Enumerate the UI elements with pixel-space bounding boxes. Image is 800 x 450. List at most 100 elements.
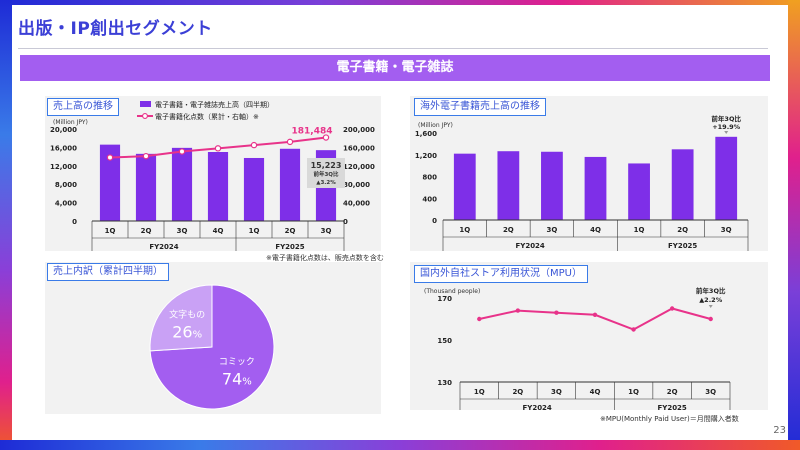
overseas-y-tick-label: 0 — [432, 217, 437, 225]
sales-y-tick-label: 8,000 — [55, 181, 77, 189]
sales-y-tick-label: 20,000 — [50, 126, 77, 134]
sales-unit-label: (Million JPY) — [53, 119, 88, 126]
page-number: 23 — [773, 425, 786, 436]
overseas-x-tick-label: 3Q — [547, 226, 558, 234]
sales-x-tick-label: 3Q — [177, 227, 188, 235]
sales-x-tick-label: 4Q — [213, 227, 224, 235]
page-title: 出版・IP創出セグメント — [18, 19, 213, 39]
overseas-group-label: FY2025 — [668, 242, 697, 250]
mpu-line-series — [479, 307, 711, 331]
sales-x-tick-label: 2Q — [285, 227, 296, 235]
overseas-unit-label: (Million JPY) — [418, 122, 453, 129]
sales-y-tick-label: 16,000 — [50, 144, 77, 152]
sales-group-label: FY2024 — [149, 243, 178, 251]
overseas-group-label: FY2024 — [515, 242, 544, 250]
overseas-chart: (Million JPY) 0 400 800 1,200 1,600 前年3Q比+19.9… — [415, 114, 749, 251]
overseas-bar — [541, 151, 563, 220]
sales-line-point — [178, 148, 186, 155]
overseas-x-tick-label: 1Q — [634, 226, 645, 234]
mpu-footnote: ※MPU(Monthly Paid User)＝月間購入者数 — [600, 415, 739, 423]
overseas-bar — [671, 149, 694, 220]
sales-x-tick-label: 1Q — [249, 227, 260, 235]
sales-chart: (Million JPY) 0 4,000 8,000 12,000 16,000 20,0… — [50, 100, 375, 251]
breakdown-panel-title: 売上内訳（累計四半期） — [47, 263, 169, 281]
sales-bar-last-label: 15,223 — [311, 161, 342, 170]
overseas-bar — [715, 136, 738, 220]
mpu-y-tick-label: 150 — [437, 337, 452, 345]
sales-bar — [135, 153, 157, 221]
overseas-x-tick-label: 1Q — [459, 226, 470, 234]
mpu-line-point — [554, 310, 559, 315]
overseas-y-tick-label: 1,200 — [415, 152, 437, 160]
sales-yoy-label: 前年3Q比 — [313, 170, 339, 178]
mpu-yoy-marker — [708, 305, 713, 308]
sales-y2-tick-label: 40,000 — [343, 200, 370, 208]
sales-bar — [207, 152, 229, 221]
sales-y-tick-label: 0 — [72, 218, 77, 226]
mpu-x-tick-label: 2Q — [512, 388, 523, 396]
overseas-bar — [453, 153, 476, 220]
sales-y2-tick-label: 120,000 — [343, 163, 375, 171]
sales-yoy-value: ▲3.2% — [316, 180, 336, 186]
pie-slice-value: 26% — [172, 323, 202, 342]
sales-line-point — [142, 152, 150, 160]
mpu-line-point — [477, 316, 482, 322]
breakdown-panel: コミック 74% 文字もの 26% — [45, 262, 381, 414]
sales-y2-tick-label: 80,000 — [343, 181, 370, 189]
sales-group-label: FY2025 — [275, 243, 304, 251]
bottom-frame — [0, 440, 800, 450]
mpu-yoy-label: 前年3Q比 — [696, 286, 726, 295]
sales-panel-title: 売上高の推移 — [47, 98, 119, 116]
mpu-unit-label: (Thousand people) — [424, 288, 480, 295]
sales-line-point — [322, 134, 330, 141]
sales-panel: (Million JPY) 0 4,000 8,000 12,000 16,000 20,0… — [45, 96, 381, 251]
sales-bar — [243, 157, 265, 221]
overseas-bar — [628, 163, 650, 220]
left-frame — [0, 0, 12, 450]
sales-bar — [171, 147, 193, 221]
mpu-x-tick-label: 4Q — [590, 388, 601, 396]
overseas-x-tick-label: 3Q — [721, 226, 732, 234]
sales-y-tick-label: 12,000 — [50, 163, 77, 171]
overseas-yoy-marker — [724, 131, 729, 134]
overseas-yoy-value: +19.9% — [712, 123, 740, 131]
sales-bar — [279, 148, 301, 221]
sales-line-point — [106, 154, 114, 161]
overseas-y-tick-label: 400 — [422, 195, 437, 203]
sales-bar — [99, 144, 121, 221]
overseas-panel: (Million JPY) 0 400 800 1,200 1,600 前年3Q比 +19.9… — [410, 96, 768, 251]
sales-y2-tick-label: 200,000 — [343, 126, 375, 134]
mpu-x-tick-label: 2Q — [667, 388, 678, 396]
pie-slice-value-number: 26 — [172, 323, 192, 342]
pie-slice-label: コミック — [219, 356, 255, 367]
mpu-line-point — [515, 308, 521, 313]
sales-legend-bar-label: 電子書籍・電子雑誌売上高（四半期） — [155, 100, 274, 109]
pie-slice-label: 文字もの — [169, 309, 205, 321]
section-banner: 電子書籍・電子雑誌 — [20, 55, 770, 81]
mpu-line-point — [708, 316, 713, 322]
sales-yoy-box — [307, 158, 345, 188]
sales-y2-tick-label: 160,000 — [343, 144, 375, 152]
sales-x-tick-label: 3Q — [321, 227, 332, 235]
mpu-x-tick-label: 1Q — [474, 388, 485, 396]
sales-y2-tick-label: 0 — [343, 218, 348, 226]
sales-y-tick-label: 4,000 — [55, 200, 77, 208]
overseas-bar — [584, 156, 607, 220]
pie-slice-value-unit: % — [193, 330, 203, 341]
sales-line-point — [250, 141, 258, 149]
pie-slice — [149, 284, 213, 352]
sales-line-point — [214, 145, 222, 152]
mpu-line-point — [669, 306, 675, 311]
mpu-line-point — [631, 327, 636, 332]
mpu-yoy-value: ▲2.2% — [699, 296, 723, 304]
pie-slice-value-unit: % — [242, 376, 252, 387]
sales-legend-bar-swatch — [140, 101, 151, 107]
sales-legend-line-label: 電子書籍化点数（累計・右軸）※ — [155, 112, 259, 121]
mpu-y-tick-label: 170 — [437, 295, 452, 303]
sales-line-point — [286, 138, 294, 146]
mpu-group-label: FY2024 — [522, 404, 551, 410]
mpu-line-point — [592, 312, 598, 317]
right-frame — [788, 0, 800, 450]
pie-slice-value-number: 74 — [222, 369, 242, 388]
sales-footnote: ※電子書籍化点数は、販売点数を含む — [266, 254, 384, 262]
